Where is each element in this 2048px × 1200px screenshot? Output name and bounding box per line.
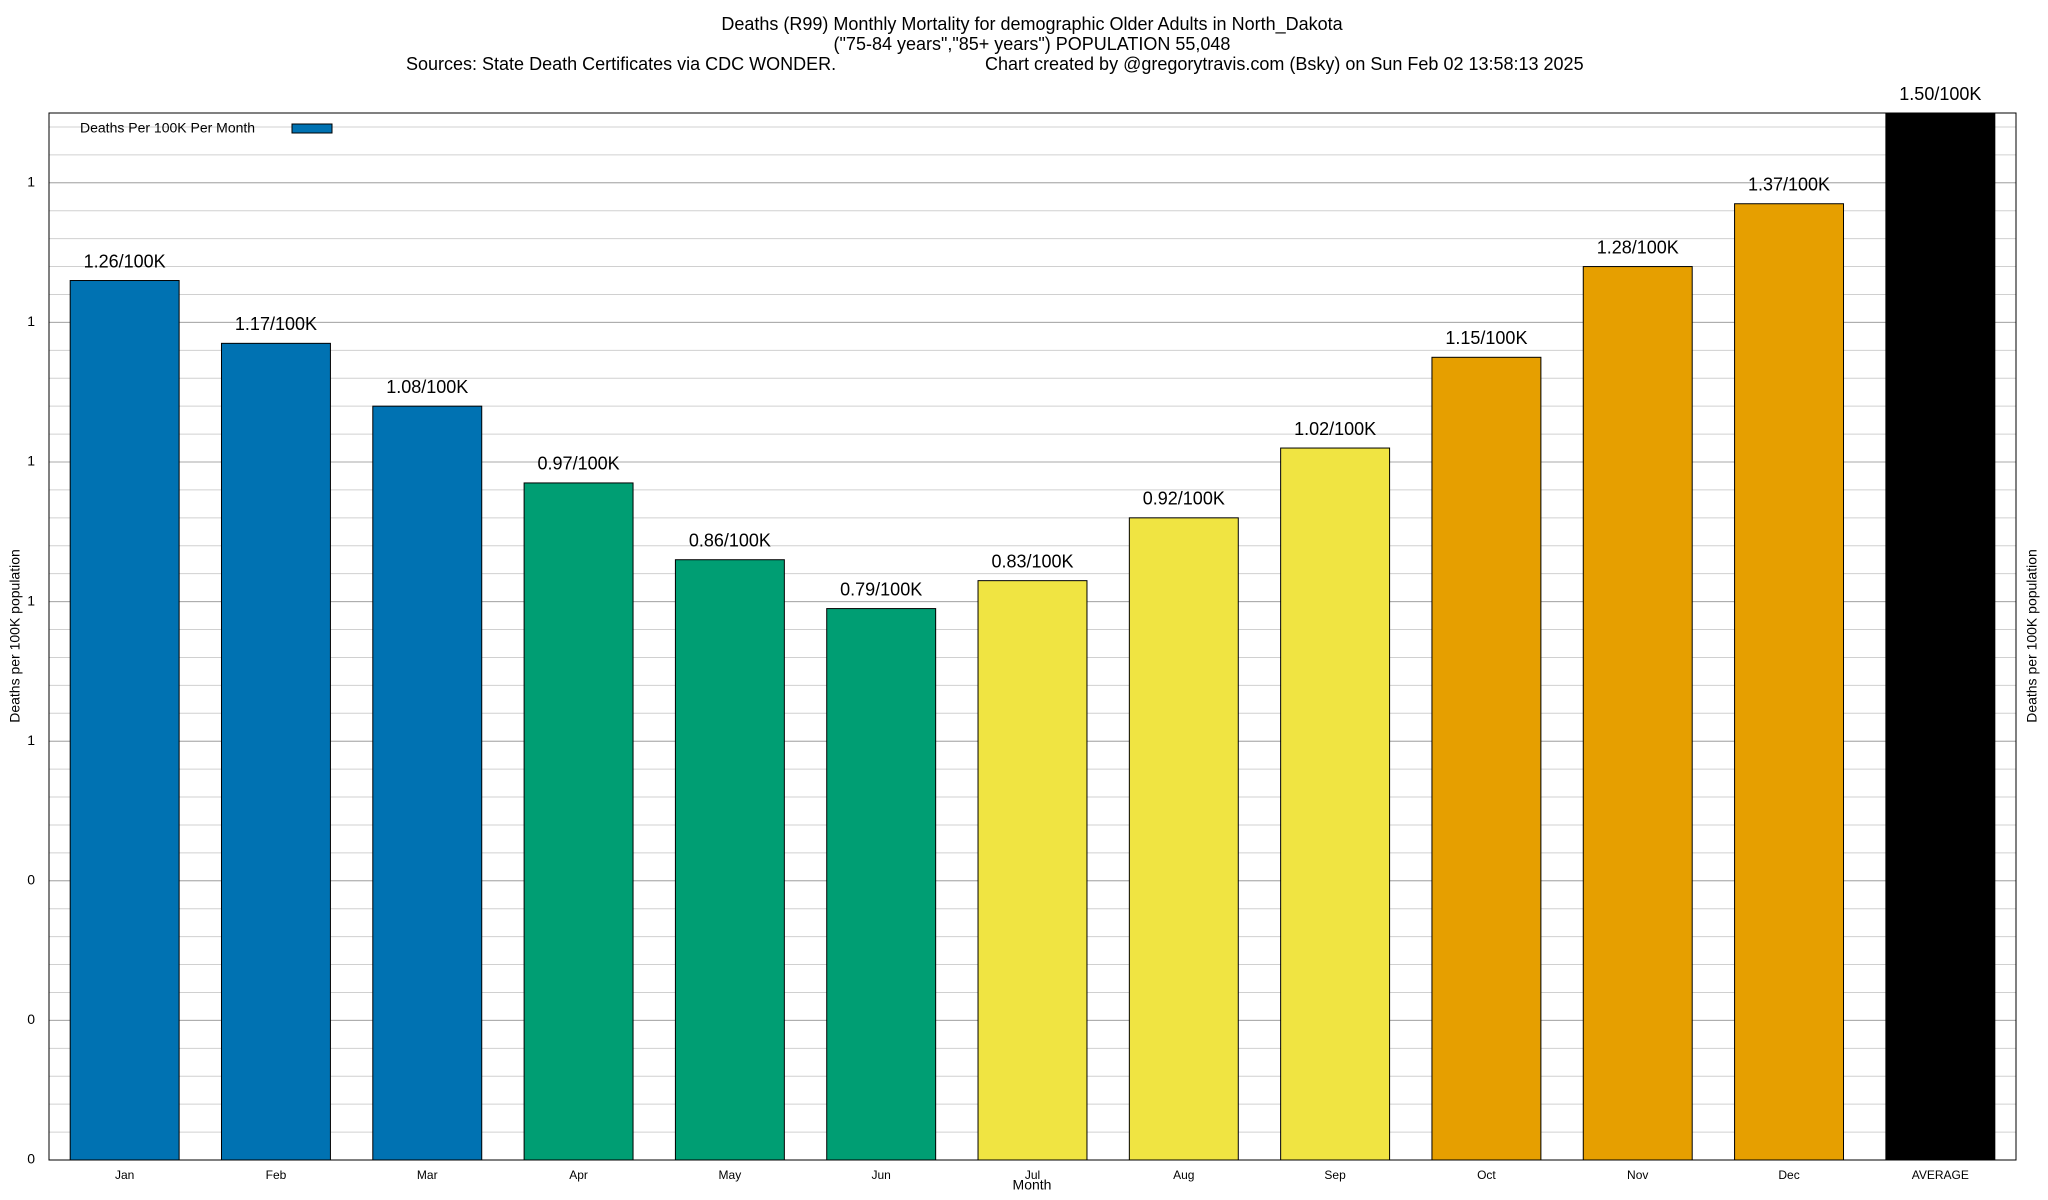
x-tick-label: May [719, 1168, 742, 1182]
x-tick-label: Jan [115, 1168, 134, 1182]
x-tick-label: Jul [1025, 1168, 1040, 1182]
y-axis-label: Deaths per 100K population [7, 549, 23, 723]
bar [69, 280, 180, 1161]
bar [1734, 203, 1845, 1161]
bar [1280, 447, 1391, 1161]
bar [1431, 356, 1542, 1161]
y-tick-label: 1 [27, 313, 35, 329]
x-tick-label: Mar [417, 1168, 438, 1182]
x-tick-label: Apr [569, 1168, 588, 1182]
x-tick-label: Sep [1324, 1168, 1346, 1182]
bar [1128, 517, 1239, 1161]
data-label: 1.15/100K [1445, 328, 1527, 348]
x-tick-label: Jun [872, 1168, 891, 1182]
x-tick-label: AVERAGE [1912, 1168, 1969, 1182]
bar [826, 608, 937, 1161]
y-tick-label: 1 [27, 453, 35, 469]
bar [372, 405, 483, 1161]
bar [523, 482, 634, 1161]
x-tick-label: Oct [1477, 1168, 1496, 1182]
data-label: 1.08/100K [386, 377, 468, 397]
data-label: 1.02/100K [1294, 419, 1376, 439]
y-tick-label: 0 [27, 1151, 35, 1167]
y-tick-label: 0 [27, 1011, 35, 1027]
data-label: 1.50/100K [1899, 84, 1981, 104]
data-label: 0.92/100K [1143, 489, 1225, 509]
data-label: 1.28/100K [1597, 237, 1679, 257]
data-label: 1.17/100K [235, 314, 317, 334]
chart-subtitle: ("75-84 years","85+ years") POPULATION 5… [834, 34, 1231, 54]
data-label: 1.26/100K [84, 251, 166, 271]
bar [1885, 112, 1996, 1161]
data-label: 0.86/100K [689, 530, 771, 550]
data-label: 0.79/100K [840, 579, 922, 599]
credit: Chart created by @gregorytravis.com (Bsk… [985, 54, 1584, 74]
y-tick-label: 1 [27, 732, 35, 748]
y-tick-label: 1 [27, 592, 35, 608]
data-label: 0.83/100K [991, 551, 1073, 571]
bar [1582, 266, 1693, 1161]
y-tick-label: 1 [27, 174, 35, 190]
sources: Sources: State Death Certificates via CD… [406, 54, 836, 74]
bar [674, 559, 785, 1161]
plot-frame [48, 112, 2017, 1161]
y-tick-label: 0 [27, 872, 35, 888]
x-tick-label: Aug [1173, 1168, 1194, 1182]
bar [220, 342, 331, 1161]
x-tick-label: Feb [266, 1168, 287, 1182]
x-axis-label: Month [1013, 1177, 1052, 1193]
y-axis-label-right: Deaths per 100K population [2024, 549, 2040, 723]
data-label: 0.97/100K [538, 454, 620, 474]
x-tick-label: Dec [1778, 1168, 1799, 1182]
x-tick-label: Nov [1627, 1168, 1648, 1182]
bar [977, 580, 1088, 1161]
data-label: 1.37/100K [1748, 174, 1830, 194]
legend-swatch [291, 123, 333, 134]
chart-title: Deaths (R99) Monthly Mortality for demog… [721, 14, 1343, 35]
legend-label: Deaths Per 100K Per Month [80, 120, 255, 136]
